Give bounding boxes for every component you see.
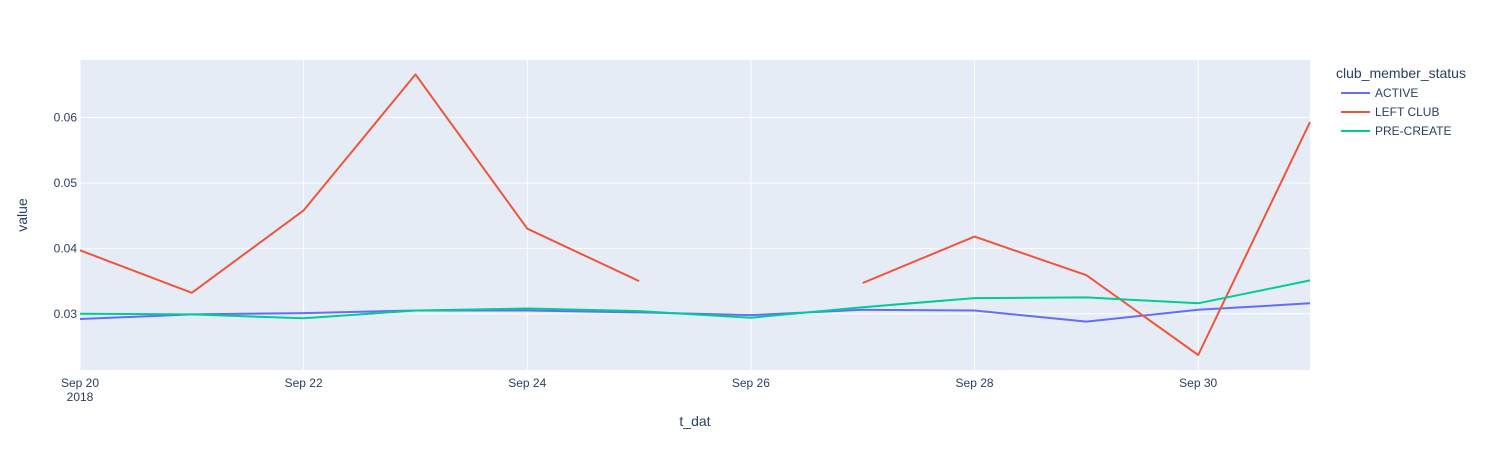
y-tick-label: 0.05 [54, 176, 78, 190]
x-tick-label: Sep 24 [508, 376, 546, 390]
legend-label-active: ACTIVE [1375, 86, 1418, 100]
x-axis-title: t_dat [679, 413, 710, 429]
x-tick-label: Sep 26 [732, 376, 770, 390]
legend-label-left-club: LEFT CLUB [1375, 105, 1439, 119]
x-tick-label: Sep 30 [1179, 376, 1217, 390]
legend-title: club_member_status [1336, 65, 1466, 81]
series-line-pre-create [79, 279, 1311, 320]
x-tick-label: Sep 28 [956, 376, 994, 390]
x-tick-label: Sep 20 [61, 376, 99, 390]
x-tick-year-label: 2018 [67, 390, 94, 404]
legend: club_member_status ACTIVE LEFT CLUB PRE-CR… [1336, 65, 1466, 138]
x-tick-label: Sep 22 [285, 376, 323, 390]
legend-label-pre-create: PRE-CREATE [1375, 124, 1451, 138]
series-lines [79, 73, 1311, 356]
series-line-left-club [79, 73, 1311, 356]
y-axis-ticks: 0.03 0.04 0.05 0.06 [54, 111, 78, 321]
plot-background [80, 60, 1310, 370]
y-tick-label: 0.04 [54, 241, 78, 255]
y-tick-label: 0.03 [54, 307, 78, 321]
y-axis-title: value [14, 198, 30, 232]
y-tick-label: 0.06 [54, 111, 78, 125]
